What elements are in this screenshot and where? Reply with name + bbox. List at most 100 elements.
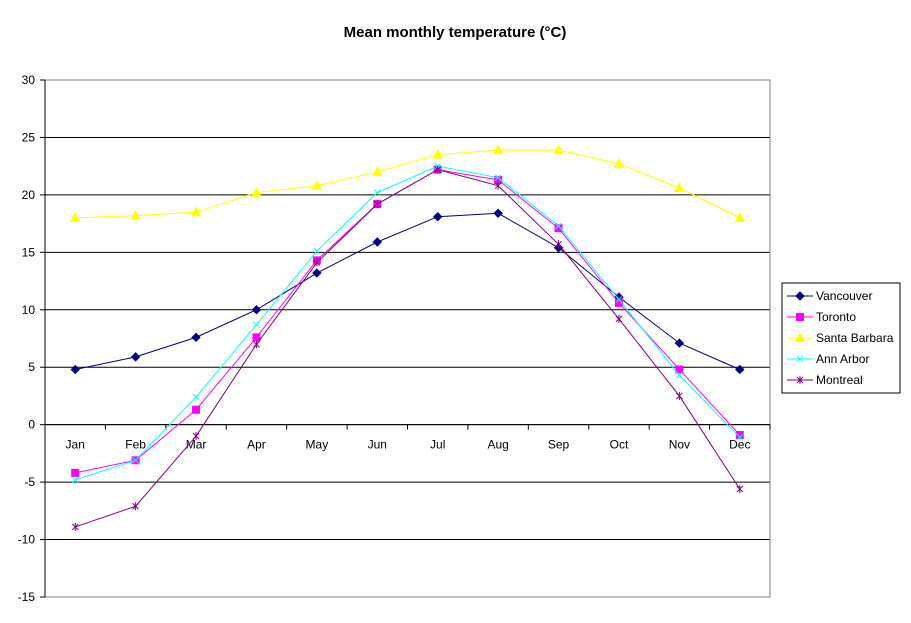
- legend-label: Montreal: [816, 373, 863, 387]
- data-point: [736, 485, 744, 494]
- legend-label: Santa Barbara: [816, 331, 894, 345]
- data-point: [130, 210, 141, 220]
- data-point: [71, 468, 80, 477]
- legend-marker: [795, 291, 805, 301]
- y-tick-label: 10: [22, 303, 36, 317]
- data-point: [434, 165, 442, 174]
- data-point: [675, 365, 684, 374]
- data-point: [735, 364, 745, 375]
- data-point: [736, 433, 744, 441]
- data-point: [555, 222, 562, 230]
- series-line: [75, 169, 741, 528]
- data-point: [71, 476, 79, 484]
- data-point: [493, 208, 503, 218]
- legend-label: Toronto: [816, 310, 856, 324]
- x-tick-label: Aug: [487, 438, 508, 452]
- data-point: [432, 149, 444, 159]
- data-point: [312, 268, 322, 278]
- data-point: [253, 340, 260, 349]
- data-point: [251, 305, 262, 315]
- y-axis: -15 -10 -5 0 5 10 15 20 25 30: [18, 73, 45, 604]
- data-point: [190, 206, 202, 217]
- y-tick-label: 30: [22, 73, 36, 87]
- data-point: [674, 338, 685, 348]
- data-point: [71, 522, 79, 531]
- data-point: [676, 391, 683, 400]
- series-toronto: [71, 165, 744, 477]
- data-point: [615, 314, 623, 323]
- series-santa-barbara: [69, 144, 746, 222]
- x-tick-label: Jun: [368, 438, 387, 452]
- data-point: [192, 393, 200, 401]
- gridlines: [45, 136, 770, 541]
- legend-item: Santa Barbara: [787, 331, 894, 345]
- data-point: [676, 371, 683, 379]
- x-tick-label: Feb: [125, 438, 146, 452]
- data-point: [192, 432, 200, 441]
- data-point: [371, 166, 383, 176]
- data-point: [735, 431, 744, 440]
- legend-item: Montreal: [787, 373, 863, 387]
- data-point: [69, 212, 81, 222]
- series-line: [75, 212, 740, 371]
- plot-area: [44, 79, 771, 598]
- legend-marker: [796, 355, 804, 363]
- y-tick-label: -5: [24, 475, 35, 489]
- legend-item: Ann Arbor: [787, 352, 869, 366]
- x-tick-label: Jul: [430, 438, 445, 452]
- series-group: [69, 144, 746, 531]
- legend-marker: [796, 376, 804, 384]
- data-point: [734, 212, 746, 222]
- data-point: [613, 158, 625, 168]
- data-point: [494, 181, 502, 190]
- data-point: [191, 332, 201, 343]
- legend-label: Vancouver: [816, 289, 872, 303]
- series-ann-arbor: [71, 162, 744, 484]
- legend-marker: [796, 313, 804, 321]
- data-point: [494, 174, 502, 182]
- data-point: [132, 502, 139, 511]
- y-tick-label: 25: [22, 130, 36, 144]
- y-tick-label: 5: [28, 360, 35, 374]
- series-line: [75, 165, 741, 481]
- y-tick-label: -10: [18, 533, 36, 547]
- legend: Vancouver Toronto Santa Barbara Ann Arbor Mo…: [781, 282, 901, 394]
- data-point: [70, 364, 80, 375]
- legend-item: Toronto: [787, 310, 856, 324]
- x-tick-label: Jan: [66, 438, 85, 452]
- x-tick-label: Apr: [247, 438, 266, 452]
- y-tick-label: 0: [28, 418, 35, 432]
- x-tick-label: Dec: [729, 438, 750, 452]
- data-point: [313, 258, 321, 267]
- y-tick-label: 20: [22, 188, 36, 202]
- data-point: [373, 200, 381, 209]
- y-tick-label: 15: [22, 245, 36, 259]
- data-point: [253, 321, 260, 329]
- series-line: [75, 149, 741, 219]
- legend-label: Ann Arbor: [816, 352, 869, 366]
- x-tick-label: Mar: [186, 438, 207, 452]
- data-point: [132, 456, 139, 464]
- x-tick-label: Nov: [669, 438, 690, 452]
- data-point: [372, 237, 382, 247]
- y-tick-label: -15: [18, 590, 36, 604]
- data-point: [554, 224, 563, 233]
- data-point: [373, 189, 381, 196]
- data-point: [311, 180, 323, 190]
- data-point: [433, 212, 443, 222]
- data-point: [553, 144, 564, 155]
- x-tick-label: Sep: [548, 438, 570, 452]
- data-point: [492, 144, 504, 155]
- data-point: [130, 352, 141, 362]
- x-tick-label: Oct: [610, 438, 629, 452]
- chart-title: Mean monthly temperature (°C): [344, 24, 567, 41]
- legend-item: Vancouver: [787, 289, 872, 303]
- data-point: [192, 405, 201, 414]
- x-axis: Jan Feb Mar Apr May Jun Jul Aug Sep Oct Nov Dec: [44, 424, 771, 452]
- series-montreal: [71, 165, 744, 531]
- data-point: [251, 187, 262, 197]
- data-point: [615, 296, 623, 303]
- legend-marker: [794, 332, 806, 342]
- data-point: [555, 240, 562, 249]
